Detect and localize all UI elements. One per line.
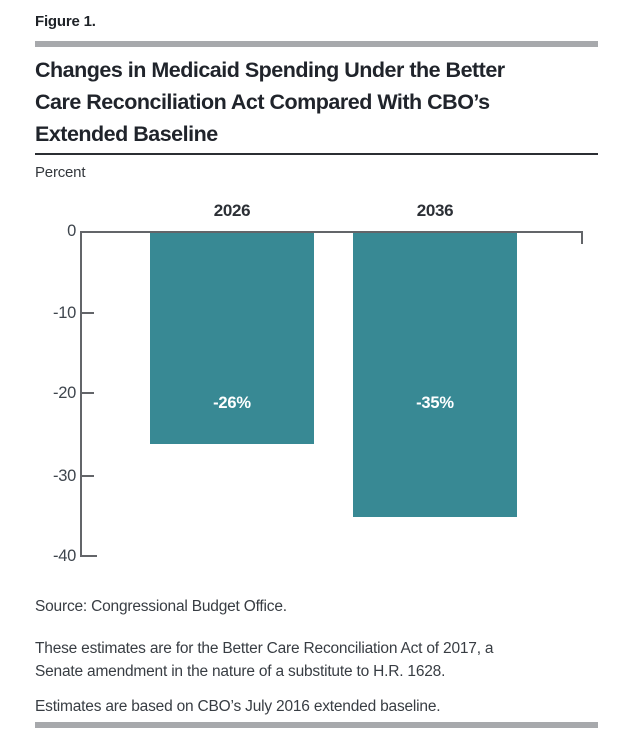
y-tick-label-m30: -30 <box>53 467 76 485</box>
bar-2026 <box>150 233 314 444</box>
y-tick-mark-minus40 <box>80 555 97 557</box>
figure-title: Changes in Medicaid Spending Under the B… <box>35 54 598 150</box>
header-rule <box>35 41 598 47</box>
figure-title-line-3: Extended Baseline <box>35 122 218 146</box>
figure-title-line-1: Changes in Medicaid Spending Under the B… <box>35 58 505 82</box>
bar-value-label-2036: -35% <box>416 394 454 412</box>
bar-value-label-2026: -26% <box>213 394 251 412</box>
title-rule <box>35 153 598 155</box>
y-tick-label-m10: -10 <box>53 304 76 322</box>
bar-2036 <box>353 233 517 517</box>
y-tick-mark-minus30 <box>81 475 94 477</box>
y-axis-line <box>80 231 82 557</box>
zero-baseline <box>80 231 583 233</box>
figure-title-line-2: Care Reconciliation Act Compared With CB… <box>35 90 490 114</box>
estimates-note-line-2: Senate amendment in the nature of a subs… <box>35 662 446 680</box>
category-label-2036: 2036 <box>416 201 454 220</box>
bar-chart: 2026 2036 0 -10 -20 -30 -40 -26% -35% <box>35 195 598 570</box>
footer-rule <box>35 722 598 728</box>
y-tick-mark-minus20 <box>81 392 94 394</box>
y-axis-unit-label: Percent <box>35 164 86 181</box>
y-tick-label-m20: -20 <box>53 384 76 402</box>
category-label-2026: 2026 <box>213 201 251 220</box>
y-tick-label-0: 0 <box>67 222 76 240</box>
estimates-note-line-1: These estimates are for the Better Care … <box>35 640 494 657</box>
figure-page: Figure 1. Changes in Medicaid Spending U… <box>35 13 598 728</box>
y-tick-label-m40: -40 <box>53 547 76 565</box>
zero-baseline-end-tick <box>581 231 583 244</box>
source-note: Source: Congressional Budget Office. <box>35 598 287 615</box>
figure-label: Figure 1. <box>35 13 96 30</box>
baseline-note: Estimates are based on CBO’s July 2016 e… <box>35 698 441 715</box>
y-tick-mark-minus10 <box>81 312 94 314</box>
estimates-note: These estimates are for the Better Care … <box>35 638 598 683</box>
